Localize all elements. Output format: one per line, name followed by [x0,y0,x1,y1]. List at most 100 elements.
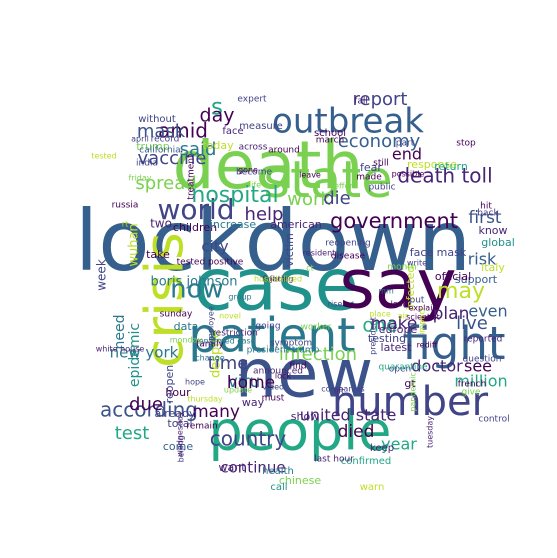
word-school: school [314,128,346,139]
word-europe: europe [379,323,418,336]
word-die: die [323,188,351,209]
word-home: home [227,373,275,393]
word-amid: amid [158,119,208,143]
word-city: city [201,238,228,256]
word-public: public [368,183,395,193]
word-new-york: new york [110,344,179,362]
word-spread: spread [135,173,196,194]
word-today: today [202,139,234,152]
word-across: across [239,143,268,153]
word-vaccine: vaccine [138,148,207,169]
word-need: need [112,315,128,350]
word-keep: keep [370,443,394,454]
word-one: one [362,315,397,337]
word-government: government [330,209,458,233]
word-confirmed: confirmed [341,456,391,467]
word-tested: tested [91,152,116,161]
word-crisis: crisis [135,232,196,368]
word-beijing: beijing [177,436,186,463]
word-question: question [463,355,502,365]
word-without: without [138,114,176,125]
word-march: march [316,136,344,146]
word-death-toll: death toll [397,164,492,188]
word-fear: fear [360,161,382,174]
word-economy: economy [338,131,421,152]
word-report: report [353,89,408,110]
word-number: number [332,379,489,425]
word-white-house: white house [96,345,145,354]
word-united-state: united state [300,406,397,425]
word-s: s [211,95,223,121]
word-infected: infected [404,266,417,311]
word-put: put [410,296,425,306]
word-place: place [369,310,391,319]
word-lock: lock [275,372,292,381]
word-way: way [242,396,265,409]
word-hour: hour [165,386,191,399]
word-wuhan: wuhan [127,223,142,266]
word-face: face [269,275,286,284]
word-become: become [236,168,272,178]
word-patient: patient [188,309,355,364]
word-show: show [291,410,319,423]
word-write: write [407,259,427,268]
word-tested-positive: tested positive [177,258,244,268]
word-wednesday: wednesday [176,411,185,457]
word-official: official [435,270,471,283]
word-already: already [154,407,196,420]
word-mm: mm [378,287,394,296]
word-reopen: reopen [163,365,176,404]
word-going: going [255,322,280,332]
word-risk: risk [468,250,497,269]
word-expert: expert [237,95,267,105]
word-possible: possible [392,170,425,179]
word-global: global [481,236,515,249]
word-continue: continue [220,459,285,477]
word-record: record [151,135,180,145]
word-video: video [262,383,284,392]
word-give: give [461,388,481,398]
word-infection: infection [279,344,357,365]
word-must: must [262,394,285,404]
word-latest: latest [381,341,413,354]
word-outbreak: outbreak [272,102,424,142]
word-look: look [391,300,408,309]
word-hospitalized: hospitalized [254,275,302,284]
word-chinese: chinese [279,474,322,487]
word-children: children [173,221,217,234]
word-according: according [100,398,198,422]
word-thursday: thursday [187,395,223,404]
word-fall: fall [354,97,368,107]
word-friday: friday [128,174,151,183]
word-sunday: sunday [160,310,193,320]
word-reopening: reopening [325,239,370,249]
word-died: died [338,422,375,442]
word-call: call [270,482,287,493]
word-gt: gt [404,377,416,390]
word-around: around [268,146,300,156]
word-rt: rt [122,220,128,229]
word-ct: ct [306,264,314,273]
word-explain: explain [408,304,437,313]
word-make: make [371,314,418,334]
word-said: said [180,139,217,160]
word-lockdown: lockdown [75,192,471,290]
word-monday: monday [170,336,203,345]
word-california: california [139,146,180,156]
word-french: french [458,380,487,390]
word-confirmed-case: confirmed case [194,337,255,346]
word-despite: despite [209,330,224,378]
word-return: return [434,160,468,173]
word-president-trump: president trump [247,346,320,356]
word-measure: measure [239,121,283,132]
word-data: data [174,320,199,333]
word-india: india [136,159,158,169]
word-come: come [163,440,193,453]
word-health: health [262,466,294,477]
word-support: support [455,273,498,286]
word-companies: companies [321,385,364,394]
word-day: day [200,105,235,127]
word-update: update [224,386,252,395]
word-hospital: hospital [191,183,278,208]
